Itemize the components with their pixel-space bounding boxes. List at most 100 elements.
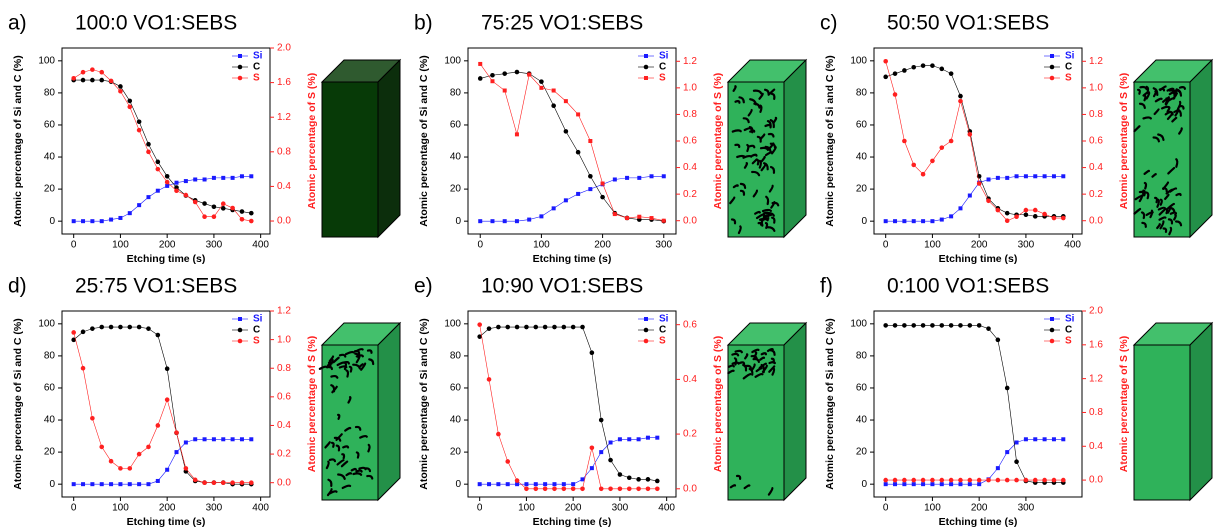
legend-label: C [253,325,260,336]
data-point [1023,437,1028,442]
data-point [146,482,151,487]
cube-pore [342,445,350,449]
cube-pore [1152,90,1157,98]
cube-pore [1166,205,1172,214]
legend-marker [1049,338,1055,344]
data-point [164,179,170,185]
x-axis-label: Etching time (s) [127,253,206,265]
data-point [202,177,207,182]
cube-pore [731,129,742,133]
y2-tick-label: 0.4 [277,181,291,192]
x-axis-label: Etching time (s) [127,516,206,527]
cube-pore [328,355,335,363]
cube-pore [330,358,334,365]
data-point [902,477,907,483]
cube-pore [335,433,343,442]
plot-frame [61,310,271,498]
cube-pore [354,425,362,431]
cube-pore [1173,109,1181,114]
data-point [1014,214,1019,220]
y-tick-label: 40 [44,415,56,426]
cube-pore [1143,169,1151,175]
cube-pore [752,357,760,364]
data-point [477,334,482,339]
data-point [90,77,95,83]
data-point [617,486,623,492]
y2-tick-label: 0.4 [277,420,291,431]
data-point [608,457,613,463]
data-point [637,175,642,180]
data-point [539,85,544,90]
cube-pore [769,118,775,129]
legend-label: Si [253,314,263,325]
data-point [902,68,907,73]
data-point [617,472,623,477]
cube-pore [758,362,767,370]
legend-marker [643,327,649,333]
data-point [220,206,226,211]
data-point [948,71,954,76]
cube-pore [354,348,364,353]
data-point [986,326,991,331]
y-tick-label: 20 [44,447,56,458]
legend-marker [237,75,243,81]
y-tick-label: 80 [856,351,868,362]
data-point [958,206,963,211]
y2-axis-label: Atomic percentage of S (%) [1118,336,1130,473]
data-point [930,323,935,328]
data-point [80,365,86,371]
data-point [883,323,888,328]
y-tick-label: 100 [38,55,55,66]
data-point [958,93,963,99]
cube-pore [758,92,764,100]
data-point [90,482,95,487]
cube-pore [751,158,758,165]
legend-marker [1049,75,1055,81]
data-point [626,486,632,492]
data-point [220,480,226,485]
series-line [885,175,1064,222]
x-tick-label: 400 [1064,240,1081,251]
cube-pore [1145,191,1150,200]
data-point [81,219,86,224]
x-tick-label: 100 [112,503,129,514]
data-point [1014,477,1019,483]
y-tick-label: 20 [856,447,868,458]
x-tick-label: 400 [252,240,269,251]
data-point [576,112,581,117]
data-point [533,486,539,492]
y2-tick-label: 0.0 [683,483,697,494]
data-point [636,477,641,482]
y2-tick-label: 0.4 [1089,441,1103,452]
data-point [893,219,898,224]
data-point [71,330,76,335]
x-tick-label: 100 [112,240,129,251]
series-line [73,79,252,214]
data-point [570,486,576,492]
data-point [892,71,898,76]
legend-label: Si [1065,51,1075,62]
data-point [1061,437,1066,442]
data-point [146,195,151,200]
data-point [118,466,123,471]
cube-pore [768,88,776,96]
y-tick-label: 100 [444,55,461,66]
data-point [478,219,483,224]
y-tick-label: 80 [44,351,56,362]
cube-pore [750,363,756,372]
data-point [539,79,544,84]
x-tick-label: 200 [159,503,176,514]
data-point [930,158,935,164]
legend-marker [644,317,648,321]
data-point [496,324,501,330]
x-tick-label: 400 [252,503,269,514]
cube-pore [1138,190,1145,196]
data-point [1023,212,1029,218]
data-point [883,482,888,487]
data-point [99,69,105,75]
cube-pore [1164,207,1169,215]
panel: a) 100:0 VO1:SEBS 0 100 200 300 400 0 20 40 60 80 10… [8,12,402,265]
data-point [588,187,593,192]
data-point [1042,174,1047,179]
cube-side [1189,58,1213,239]
